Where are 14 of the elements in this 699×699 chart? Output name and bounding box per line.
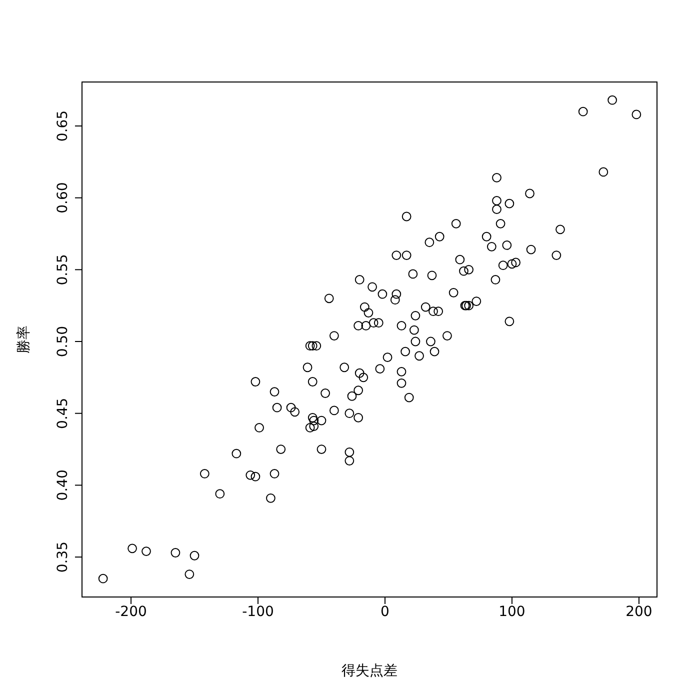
x-tick-label: 200 (626, 604, 652, 620)
y-tick-label: 0.60 (55, 182, 71, 214)
y-tick-label: 0.65 (55, 110, 71, 142)
x-tick-label: 100 (498, 604, 526, 620)
y-tick-label: 0.40 (55, 470, 71, 501)
y-tick-label: 0.55 (55, 254, 71, 286)
y-tick-label: 0.45 (55, 398, 71, 429)
x-tick-label: -100 (242, 604, 274, 620)
y-tick-label: 0.35 (55, 541, 71, 573)
x-tick-label: -200 (115, 604, 147, 620)
x-axis-title: 得失点差 (342, 663, 398, 679)
y-axis-title: 勝率 (16, 326, 32, 354)
y-tick-label: 0.50 (55, 326, 71, 358)
x-tick-label: 0 (380, 604, 390, 620)
